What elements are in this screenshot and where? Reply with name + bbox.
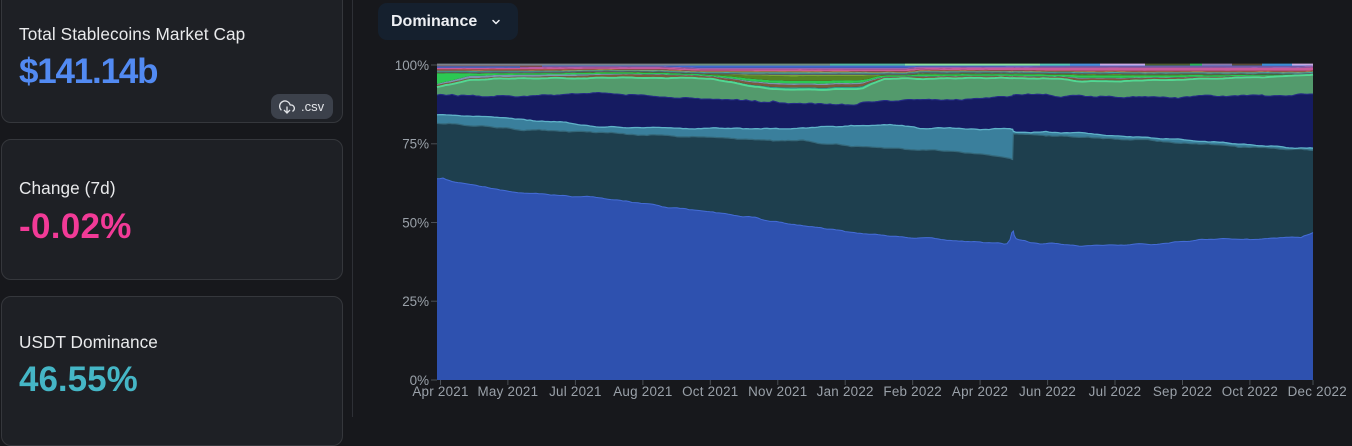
svg-text:Nov 2021: Nov 2021 <box>748 384 807 399</box>
svg-text:Oct 2021: Oct 2021 <box>682 384 738 399</box>
svg-text:Dec 2022: Dec 2022 <box>1288 384 1347 399</box>
svg-text:Aug 2021: Aug 2021 <box>613 384 672 399</box>
svg-text:Apr 2021: Apr 2021 <box>412 384 468 399</box>
svg-text:Oct 2022: Oct 2022 <box>1222 384 1278 399</box>
svg-text:Jun 2022: Jun 2022 <box>1019 384 1076 399</box>
svg-text:Jul 2022: Jul 2022 <box>1089 384 1142 399</box>
svg-text:May 2021: May 2021 <box>477 384 538 399</box>
svg-text:100%: 100% <box>395 58 429 73</box>
svg-text:Feb 2022: Feb 2022 <box>883 384 942 399</box>
svg-text:Sep 2022: Sep 2022 <box>1153 384 1212 399</box>
svg-text:Jul 2021: Jul 2021 <box>549 384 602 399</box>
svg-text:Jan 2022: Jan 2022 <box>817 384 874 399</box>
svg-text:Apr 2022: Apr 2022 <box>952 384 1008 399</box>
svg-text:0%: 0% <box>410 373 429 388</box>
svg-text:50%: 50% <box>402 215 429 230</box>
svg-text:25%: 25% <box>402 294 429 309</box>
svg-text:75%: 75% <box>402 137 429 152</box>
